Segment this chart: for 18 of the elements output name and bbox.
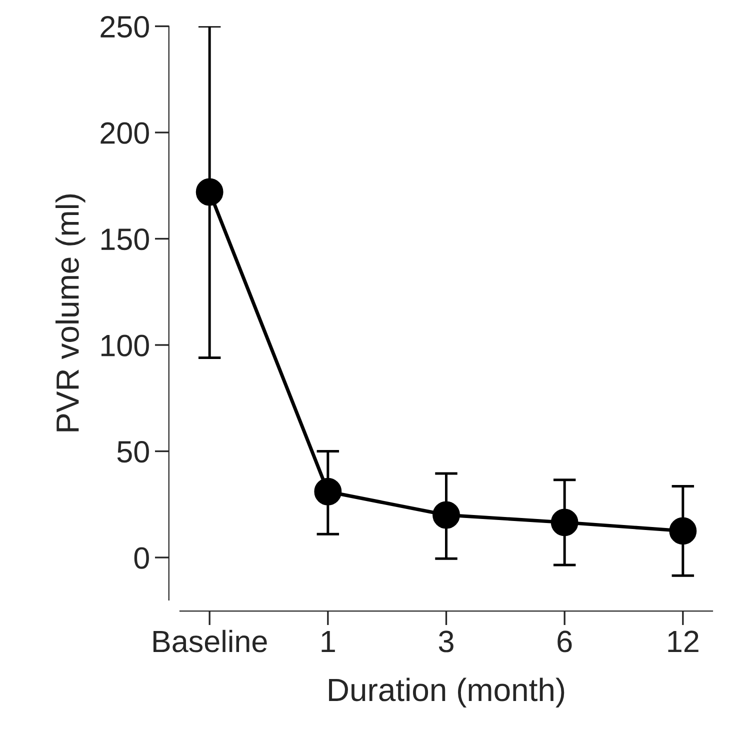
y-tick-label: 250	[100, 16, 149, 38]
x-tick-label: 6	[558, 630, 572, 652]
y-tick-label: 100	[101, 334, 149, 356]
point	[196, 178, 224, 206]
x-axis-title: Duration (month)	[329, 678, 564, 708]
y-tick-label: 150	[101, 228, 149, 250]
y-tick-label: 0	[134, 547, 149, 569]
point	[432, 501, 460, 529]
point	[550, 508, 578, 536]
point	[314, 478, 342, 506]
x-tick-label: 1	[322, 630, 335, 652]
y-tick-label: 200	[100, 122, 149, 144]
y-tick-label: 50	[117, 440, 149, 463]
point	[669, 517, 697, 545]
y-axis-title: PVR volume (ml)	[55, 194, 86, 432]
x-tick-label: 3	[438, 630, 454, 652]
x-tick-label: 12	[668, 630, 698, 652]
x-tick-label: Baseline	[153, 630, 267, 652]
